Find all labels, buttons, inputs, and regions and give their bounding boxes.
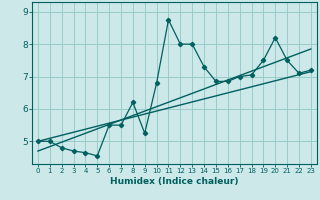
X-axis label: Humidex (Indice chaleur): Humidex (Indice chaleur) <box>110 177 239 186</box>
